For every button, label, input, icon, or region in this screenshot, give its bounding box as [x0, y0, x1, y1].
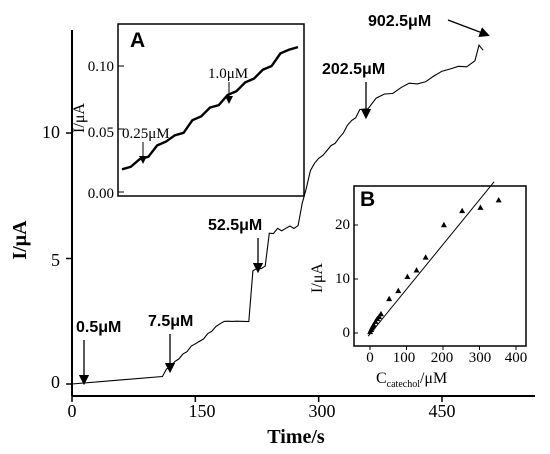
inset-a-y-axis-label: I/μA	[71, 103, 88, 133]
inset-a-y-tick-label: 0.10	[88, 59, 114, 75]
main-ticks	[66, 132, 443, 402]
inset-b-fit-line	[367, 181, 495, 337]
inset-b-x-tick-label: 400	[505, 350, 528, 366]
y-tick-label: 5	[51, 250, 60, 270]
inset-b-x-axis-label: Ccatechol/μM	[376, 370, 447, 390]
inset-b-ticks	[354, 224, 517, 350]
x-tick-label: 450	[429, 401, 456, 421]
inset-b-x-tick-label: 100	[393, 350, 416, 366]
annotation-902p5uM: 902.5μM	[368, 13, 431, 30]
inset-b-data-point	[404, 273, 411, 280]
inset-b-data-point	[395, 287, 402, 294]
inset-a-title: A	[130, 29, 145, 52]
main-tick-labels: 0 150 300 450 0 5 10	[42, 122, 456, 421]
inset-a-annotation-1p0uM: 1.0μM	[208, 66, 248, 82]
arrow-902p5uM	[447, 19, 490, 38]
inset-b-x-tick-label: 200	[431, 350, 454, 366]
inset-a-y-tick-label: 0.05	[88, 125, 114, 141]
inset-b-data-point	[495, 196, 502, 203]
inset-b-y-tick-label: 0	[343, 325, 351, 341]
inset-b-x-tick-label: 0	[366, 350, 374, 366]
inset-b-y-tick-label: 20	[335, 217, 350, 233]
annotation-0p5uM: 0.5μM	[76, 319, 121, 336]
inset-b-y-tick-label: 10	[335, 271, 350, 287]
main-annotations: 0.5μM 7.5μM 52.5μM 202.5μM 902.5μM	[76, 13, 431, 336]
main-current-trace	[71, 44, 484, 385]
inset-b-data-point	[477, 204, 484, 210]
inset-a-ticks	[118, 65, 124, 193]
inset-b-data-point	[440, 221, 447, 228]
x-axis-label: Time/s	[267, 426, 325, 448]
inset-b-title: B	[360, 188, 375, 211]
inset-b-x-tick-label: 300	[469, 350, 492, 366]
annotation-7p5uM: 7.5μM	[148, 313, 193, 330]
x-tick-label: 0	[68, 401, 77, 421]
inset-b-data-point	[459, 207, 466, 214]
y-tick-label: 0	[51, 372, 60, 392]
inset-a-annotation-0p25uM: 0.25μM	[122, 126, 170, 142]
y-axis-label: I/μA	[9, 220, 31, 260]
inset-b-y-axis-label: I/μA	[309, 263, 326, 293]
annotation-52p5uM: 52.5μM	[208, 217, 262, 234]
inset-b-data-point	[413, 267, 420, 273]
inset-b-data-point	[386, 295, 393, 302]
x-tick-label: 300	[309, 401, 336, 421]
main-axes	[71, 30, 535, 397]
y-tick-label: 10	[42, 122, 60, 142]
main-arrows	[78, 19, 490, 386]
annotation-202p5uM: 202.5μM	[322, 61, 385, 78]
inset-b-data-point	[422, 254, 429, 260]
inset-a: A 0.00 0.05 0.10 I/μA 0.25μM 1.0μM	[71, 23, 305, 202]
inset-a-y-tick-label: 0.00	[88, 186, 114, 202]
inset-b-data-point	[377, 310, 384, 317]
inset-a-trace	[121, 45, 299, 171]
inset-b-points	[367, 196, 502, 335]
x-tick-label: 150	[189, 401, 216, 421]
inset-b-data-point	[370, 321, 377, 328]
inset-b: B 0 100 200 300 400 0 10 20 I/μA Ccatech…	[309, 181, 528, 390]
